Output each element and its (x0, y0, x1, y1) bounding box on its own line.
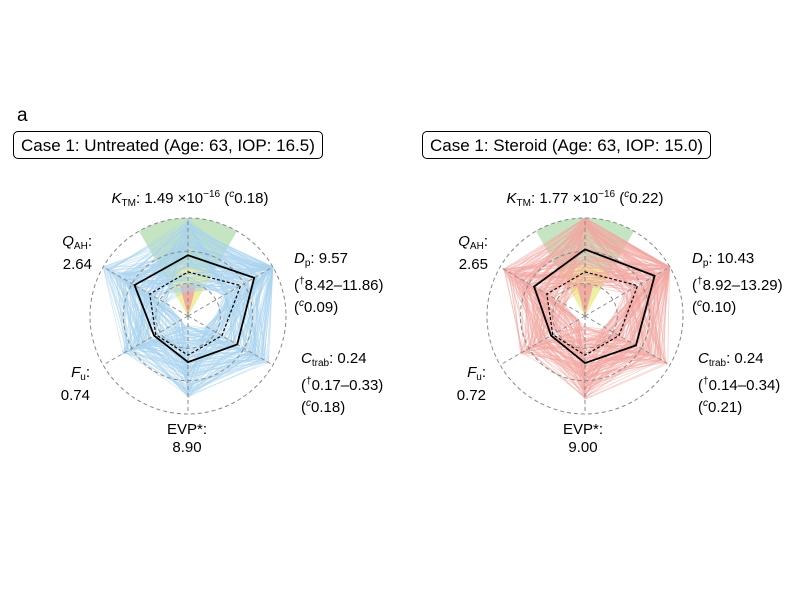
label-dp-untreated: Dp: 9.57 (†8.42–11.86) (c0.09) (294, 250, 384, 316)
case-title-untreated: Case 1: Untreated (Age: 63, IOP: 16.5) (13, 131, 323, 159)
label-qah-untreated: QAH: 2.64 (62, 233, 92, 273)
grid-spoke (584, 266, 671, 317)
series-case-polygon (133, 254, 256, 364)
grid-spoke (499, 266, 586, 317)
grid-spoke (584, 315, 671, 366)
label-ctrab-steroid: Ctrab: 0.24 (†0.14–0.34) (c0.21) (698, 350, 781, 416)
label-ctrab-untreated: Ctrab: 0.24 (†0.17–0.33) (c0.18) (301, 350, 384, 416)
label-fu-untreated: Fu: 0.74 (60, 364, 90, 404)
radar-group-steroid (486, 217, 684, 415)
grid-circle (552, 283, 618, 349)
case-title-steroid: Case 1: Steroid (Age: 63, IOP: 15.0) (422, 131, 712, 159)
series-reference-polygon (546, 271, 639, 356)
radar-group-untreated (89, 217, 287, 415)
label-evp-untreated: EVP*: 8.90 (166, 421, 208, 456)
grid-spoke (499, 315, 586, 366)
panel-letter: a (17, 105, 28, 126)
label-qah-steroid: QAH: 2.65 (458, 233, 488, 273)
label-evp-steroid: EVP*: 9.00 (562, 421, 604, 456)
grid-spoke (102, 315, 189, 366)
grid-circle (89, 217, 287, 415)
grid-spoke (187, 315, 274, 366)
grid-spoke (102, 266, 189, 317)
label-ktm-steroid: KTM: 1.77 ×10−16 (c0.22) (506, 189, 664, 209)
grid-circle (486, 217, 684, 415)
series-reference-polygon (149, 271, 242, 356)
grid-spoke (187, 266, 274, 317)
label-ktm-untreated: KTM: 1.49 ×10−16 (c0.18) (111, 189, 269, 209)
series-case-polygon (533, 248, 656, 365)
grid-circle (155, 283, 221, 349)
label-fu-steroid: Fu: 0.72 (456, 364, 486, 404)
label-dp-steroid: Dp: 10.43 (†8.92–13.29) (c0.10) (692, 250, 783, 316)
